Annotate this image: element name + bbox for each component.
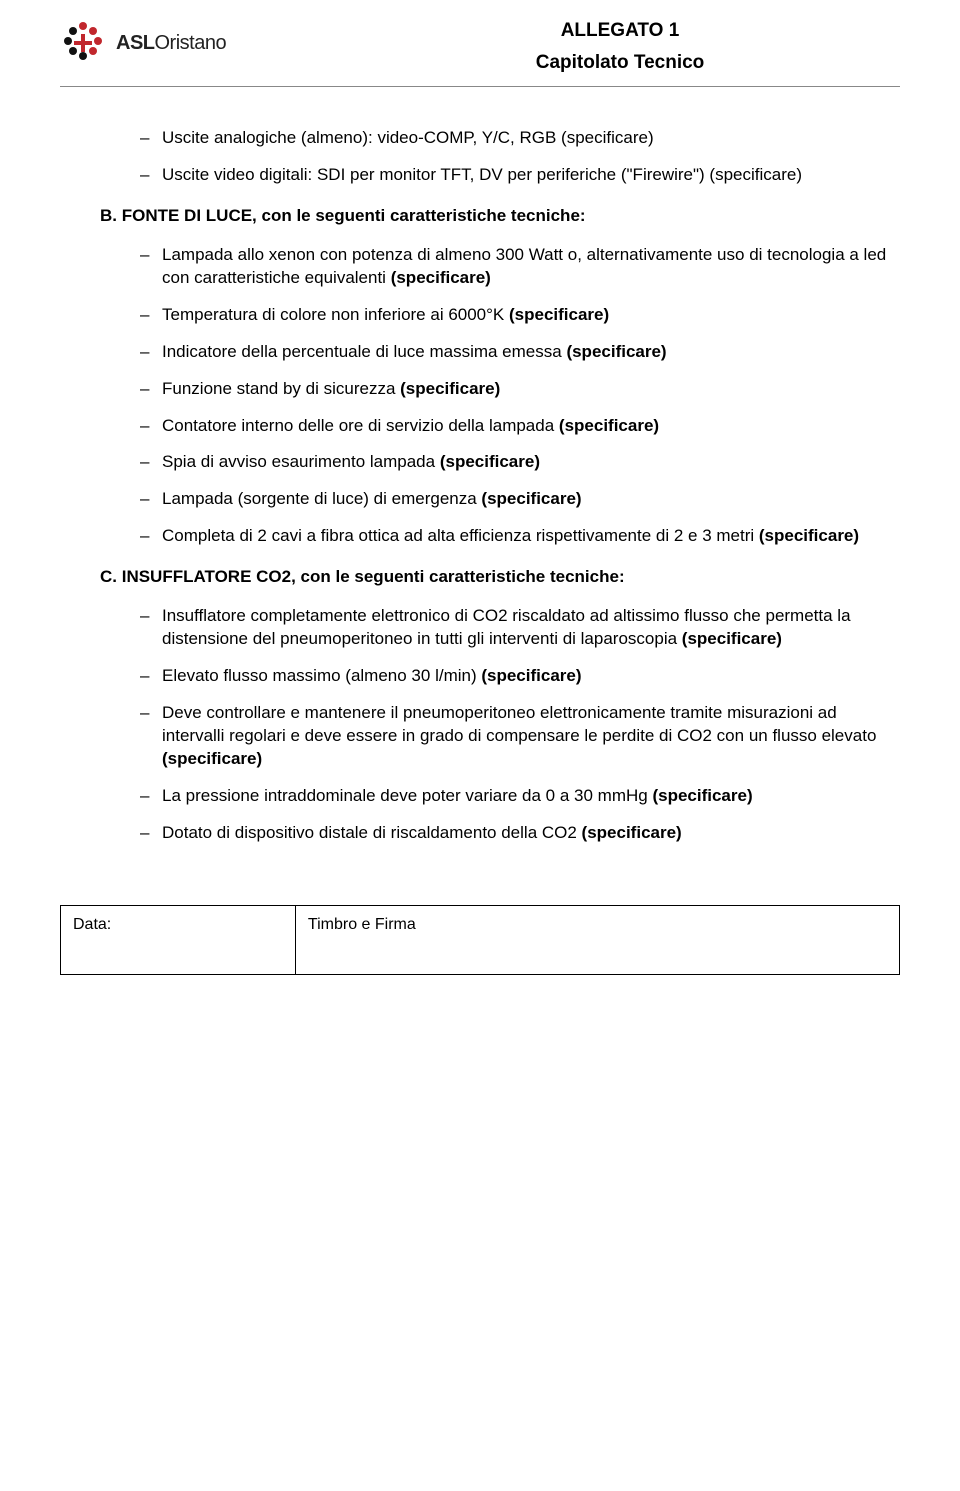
list-item: Completa di 2 cavi a fibra ottica ad alt… — [140, 525, 890, 548]
logo-block: ASLOristano — [60, 20, 226, 66]
list-item: Lampada (sorgente di luce) di emergenza … — [140, 488, 890, 511]
item-text: Elevato flusso massimo (almeno 30 l/min) — [162, 666, 481, 685]
item-text: Lampada allo xenon con potenza di almeno… — [162, 245, 886, 287]
footer-cell-signature: Timbro e Firma — [295, 905, 899, 974]
page-header: ASLOristano ALLEGATO 1 Capitolato Tecnic… — [60, 20, 900, 87]
body-content: Uscite analogiche (almeno): video-COMP, … — [60, 127, 900, 845]
item-text: La pressione intraddominale deve poter v… — [162, 786, 652, 805]
list-item: Elevato flusso massimo (almeno 30 l/min)… — [140, 665, 890, 688]
item-bold: (specificare) — [566, 342, 666, 361]
header-title-2: Capitolato Tecnico — [340, 52, 900, 74]
page-container: ASLOristano ALLEGATO 1 Capitolato Tecnic… — [0, 0, 960, 1015]
intro-list: Uscite analogiche (almeno): video-COMP, … — [100, 127, 890, 187]
logo-text-bold: ASL — [116, 32, 155, 54]
list-item: Contatore interno delle ore di servizio … — [140, 415, 890, 438]
section-b-list: Lampada allo xenon con potenza di almeno… — [100, 244, 890, 548]
item-text: Uscite video digitali: SDI per monitor T… — [162, 165, 802, 184]
item-bold: (specificare) — [400, 379, 500, 398]
footer-cell-date: Data: — [61, 905, 296, 974]
item-bold: (specificare) — [481, 489, 581, 508]
list-item: Uscite analogiche (almeno): video-COMP, … — [140, 127, 890, 150]
item-bold: (specificare) — [682, 629, 782, 648]
header-title-1: ALLEGATO 1 — [340, 20, 900, 42]
section-c-heading: C. INSUFFLATORE CO2, con le seguenti car… — [100, 566, 890, 589]
item-text: Lampada (sorgente di luce) di emergenza — [162, 489, 481, 508]
item-text: Temperatura di colore non inferiore ai 6… — [162, 305, 509, 324]
list-item: Funzione stand by di sicurezza (specific… — [140, 378, 890, 401]
item-text: Contatore interno delle ore di servizio … — [162, 416, 559, 435]
item-bold: (specificare) — [440, 452, 540, 471]
item-text: Uscite analogiche (almeno): video-COMP, … — [162, 128, 654, 147]
table-row: Data: Timbro e Firma — [61, 905, 900, 974]
section-b-heading: B. FONTE DI LUCE, con le seguenti caratt… — [100, 205, 890, 228]
list-item: La pressione intraddominale deve poter v… — [140, 785, 890, 808]
footer-table: Data: Timbro e Firma — [60, 905, 900, 975]
logo-icon — [60, 20, 106, 66]
item-text: Completa di 2 cavi a fibra ottica ad alt… — [162, 526, 759, 545]
item-text: Indicatore della percentuale di luce mas… — [162, 342, 566, 361]
logo-text-light: Oristano — [155, 32, 227, 54]
list-item: Uscite video digitali: SDI per monitor T… — [140, 164, 890, 187]
list-item: Lampada allo xenon con potenza di almeno… — [140, 244, 890, 290]
list-item: Indicatore della percentuale di luce mas… — [140, 341, 890, 364]
item-bold: (specificare) — [582, 823, 682, 842]
list-item: Temperatura di colore non inferiore ai 6… — [140, 304, 890, 327]
list-item: Dotato di dispositivo distale di riscald… — [140, 822, 890, 845]
item-bold: (specificare) — [162, 749, 262, 768]
item-bold: (specificare) — [759, 526, 859, 545]
list-item: Insufflatore completamente elettronico d… — [140, 605, 890, 651]
section-c-list: Insufflatore completamente elettronico d… — [100, 605, 890, 845]
item-bold: (specificare) — [391, 268, 491, 287]
item-bold: (specificare) — [652, 786, 752, 805]
item-bold: (specificare) — [509, 305, 609, 324]
header-titles: ALLEGATO 1 Capitolato Tecnico — [340, 20, 900, 74]
item-bold: (specificare) — [559, 416, 659, 435]
list-item: Deve controllare e mantenere il pneumope… — [140, 702, 890, 771]
logo-text: ASLOristano — [116, 32, 226, 55]
item-text: Deve controllare e mantenere il pneumope… — [162, 703, 876, 745]
list-item: Spia di avviso esaurimento lampada (spec… — [140, 451, 890, 474]
item-text: Spia di avviso esaurimento lampada — [162, 452, 440, 471]
item-text: Funzione stand by di sicurezza — [162, 379, 400, 398]
item-text: Dotato di dispositivo distale di riscald… — [162, 823, 582, 842]
item-bold: (specificare) — [481, 666, 581, 685]
